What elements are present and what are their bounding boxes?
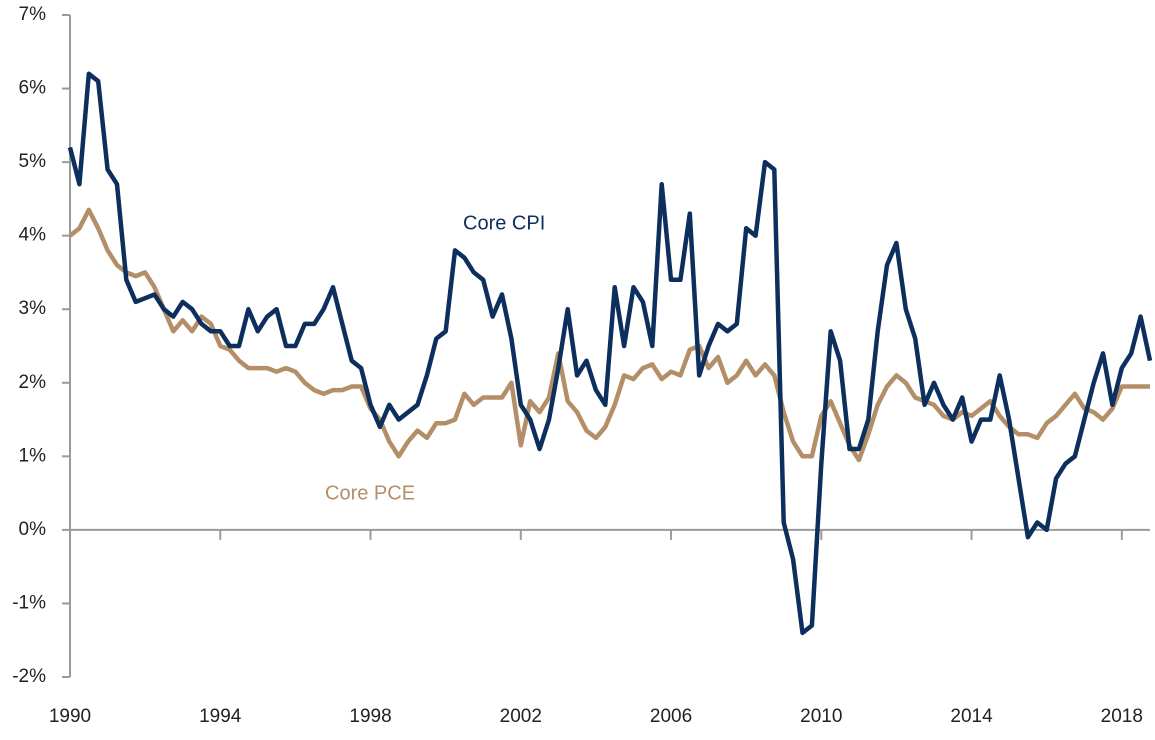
x-tick-label: 2018 — [1101, 706, 1143, 727]
x-tick-label: 2002 — [500, 706, 542, 727]
y-tick-label: 1% — [19, 445, 47, 466]
x-tick-label: 1998 — [349, 706, 391, 727]
y-tick-label: 0% — [19, 519, 47, 540]
y-tick-label: 2% — [19, 372, 47, 393]
series-label: Core PCE — [325, 482, 415, 504]
y-tick-label: 7% — [19, 4, 47, 25]
series-line — [68, 207, 1150, 463]
series-label: Core CPI — [463, 212, 545, 234]
x-tick-label: 2014 — [950, 706, 993, 727]
y-tick-label: 6% — [19, 78, 47, 99]
series-line — [67, 71, 1153, 636]
x-tick-label: 1990 — [49, 706, 91, 727]
x-tick-label: 2006 — [650, 706, 692, 727]
y-tick-label: -2% — [12, 666, 46, 687]
y-tick-label: 5% — [19, 151, 47, 172]
y-tick-label: 3% — [19, 298, 47, 319]
y-tick-label: 4% — [19, 225, 47, 246]
y-tick-label: -1% — [12, 592, 46, 613]
x-tick-label: 2010 — [800, 706, 842, 727]
x-tick-label: 1994 — [199, 706, 242, 727]
